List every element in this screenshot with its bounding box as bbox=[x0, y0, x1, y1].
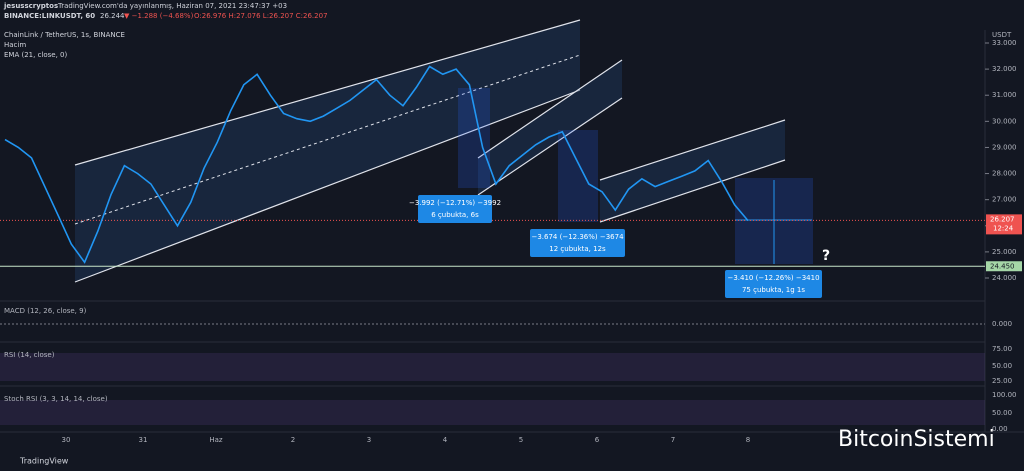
price-tick-label: 28.000 bbox=[992, 170, 1017, 178]
price-tick-label: 25.000 bbox=[992, 248, 1017, 256]
last-price-badge bbox=[986, 214, 1022, 235]
price-tick-label: 31.000 bbox=[992, 91, 1017, 99]
x-tick-label: 30 bbox=[62, 436, 71, 444]
published: TradingView.com'da yayınlanmış, Haziran … bbox=[57, 2, 287, 10]
channel-line bbox=[477, 59, 623, 159]
measure-text: 6 çubukta, 6s bbox=[431, 211, 479, 219]
measure-area bbox=[558, 130, 598, 222]
macd-title: MACD (12, 26, close, 9) bbox=[4, 307, 87, 315]
stoch-level: 0.00 bbox=[992, 425, 1008, 433]
channel-line bbox=[477, 97, 623, 196]
change: ▼ −1.288 (−4.68%) bbox=[124, 12, 194, 20]
x-tick-label: 31 bbox=[139, 436, 148, 444]
x-tick-label: 4 bbox=[443, 436, 448, 444]
channel-mid bbox=[74, 54, 581, 225]
price-line bbox=[4, 65, 749, 264]
watermark: BitcoinSistemi bbox=[838, 427, 995, 452]
stoch-band bbox=[0, 400, 985, 425]
rsi-title: RSI (14, close) bbox=[4, 351, 55, 359]
stoch-level: 50.00 bbox=[992, 409, 1012, 417]
measure-box bbox=[725, 270, 822, 298]
channel-line bbox=[74, 19, 581, 166]
legend: ChainLink / TetherUS, 1s, BINANCE bbox=[4, 31, 125, 39]
measure-text: −3.674 (−12.36%) −3674 bbox=[531, 233, 624, 241]
measure-box bbox=[418, 195, 492, 223]
measure-box bbox=[530, 229, 625, 257]
measure-text: 75 çubukta, 1g 1s bbox=[742, 286, 805, 294]
legend: EMA (21, close, 0) bbox=[4, 51, 67, 59]
x-tick-label: Haz bbox=[209, 436, 223, 444]
price-tick-label: 29.000 bbox=[992, 143, 1017, 151]
price-tick-label: 32.000 bbox=[992, 65, 1017, 73]
channel-line bbox=[599, 159, 786, 223]
author: jesusscryptos bbox=[3, 2, 58, 10]
support-badge bbox=[986, 261, 1022, 272]
rsi-level: 75.00 bbox=[992, 345, 1012, 353]
price-tick-label: 33.000 bbox=[992, 39, 1017, 47]
channel-line bbox=[74, 89, 581, 283]
measure-text: −3.410 (−12.26%) −3410 bbox=[727, 274, 819, 282]
measure-text: −3.992 (−12.71%) −3992 bbox=[409, 199, 501, 207]
symbol: BINANCE:LINKUSDT, 60 bbox=[4, 12, 95, 20]
macd-level: 0.000 bbox=[992, 320, 1012, 328]
x-tick-label: 7 bbox=[671, 436, 675, 444]
x-tick-label: 3 bbox=[367, 436, 371, 444]
question-mark: ? bbox=[822, 248, 830, 264]
x-tick-label: 5 bbox=[519, 436, 523, 444]
channel-line bbox=[599, 119, 786, 181]
ohlc: O:26.976 H:27.076 L:26.207 C:26.207 bbox=[194, 12, 328, 20]
last-price-label: 26.207 bbox=[990, 215, 1015, 223]
stoch-title: Stoch RSI (3, 3, 14, 14, close) bbox=[4, 395, 108, 403]
channel bbox=[75, 20, 580, 282]
rsi-level: 25.00 bbox=[992, 377, 1012, 385]
countdown: 12:24 bbox=[993, 224, 1014, 232]
support-label: 24.450 bbox=[990, 262, 1015, 270]
price-tick-label: 30.000 bbox=[992, 117, 1017, 125]
x-tick-label: 8 bbox=[746, 436, 750, 444]
last: 26.244 bbox=[100, 12, 125, 20]
unit: USDT bbox=[992, 31, 1012, 39]
price-tick-label: 27.000 bbox=[992, 196, 1017, 204]
channel bbox=[600, 120, 785, 222]
x-tick-label: 2 bbox=[291, 436, 295, 444]
header: jesusscryptos TradingView.com'da yayınla… bbox=[3, 2, 1017, 466]
measure-text: 12 çubukta, 12s bbox=[549, 245, 606, 253]
rsi-band bbox=[0, 353, 985, 381]
rsi-level: 50.00 bbox=[992, 362, 1012, 370]
legend: Hacim bbox=[4, 41, 26, 49]
x-tick-label: 6 bbox=[595, 436, 600, 444]
price-tick-label: 24.000 bbox=[992, 274, 1017, 282]
brand: TradingView bbox=[19, 457, 69, 466]
stoch-level: 100.00 bbox=[992, 391, 1017, 399]
